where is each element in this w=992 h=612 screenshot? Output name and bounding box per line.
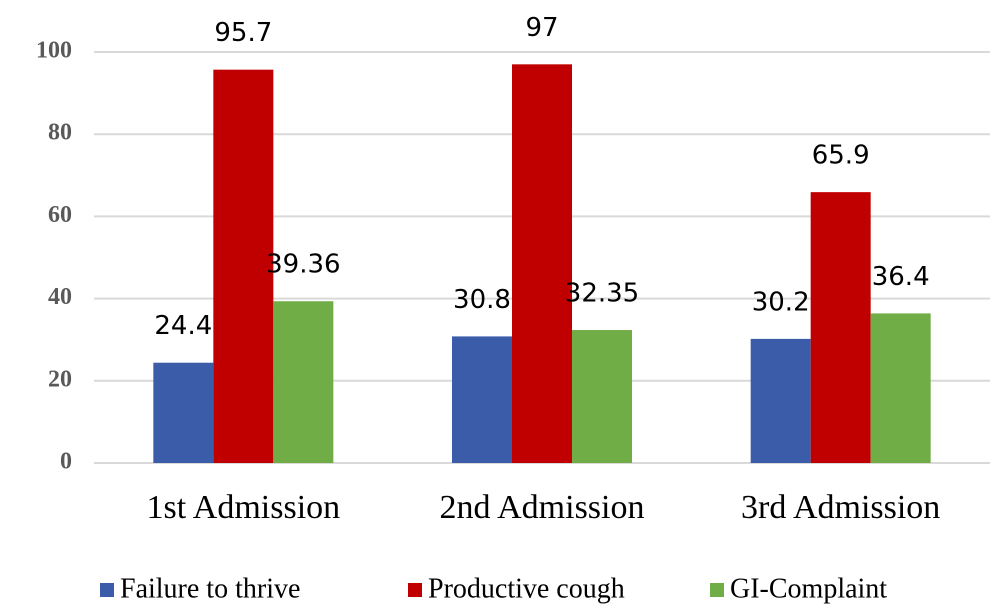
- y-tick-label: 100: [36, 38, 72, 64]
- bar: [810, 192, 871, 463]
- y-tick-label: 80: [48, 120, 72, 146]
- legend-swatch: [100, 583, 114, 597]
- bar: [870, 313, 931, 463]
- y-tick-label: 60: [48, 202, 72, 228]
- bar: [452, 336, 512, 463]
- bar: [273, 301, 334, 463]
- legend-label: Productive cough: [428, 573, 625, 604]
- data-label: 36.4: [872, 262, 930, 292]
- legend-swatch: [408, 583, 422, 597]
- y-tick-label: 0: [60, 449, 72, 475]
- x-tick-label: 2nd Admission: [440, 489, 645, 526]
- data-label: 32.35: [565, 279, 639, 309]
- bar: [750, 338, 811, 463]
- x-tick-label: 3rd Admission: [741, 489, 940, 526]
- bar: [572, 330, 632, 463]
- data-label: 65.9: [812, 141, 870, 171]
- legend-label: GI-Complaint: [730, 573, 887, 604]
- data-label: 24.4: [154, 311, 212, 341]
- y-tick-label: 40: [48, 284, 72, 310]
- bar: [213, 69, 274, 463]
- x-tick-label: 1st Admission: [146, 489, 340, 526]
- bar: [512, 64, 572, 463]
- data-label: 30.8: [453, 285, 511, 315]
- y-tick-label: 20: [48, 366, 72, 392]
- legend-label: Failure to thrive: [120, 573, 300, 604]
- data-label: 97: [525, 13, 558, 43]
- bar: [153, 362, 214, 463]
- data-label: 30.2: [752, 287, 810, 317]
- data-label: 95.7: [214, 18, 272, 48]
- data-label: 39.36: [266, 250, 340, 280]
- legend-swatch: [710, 583, 724, 597]
